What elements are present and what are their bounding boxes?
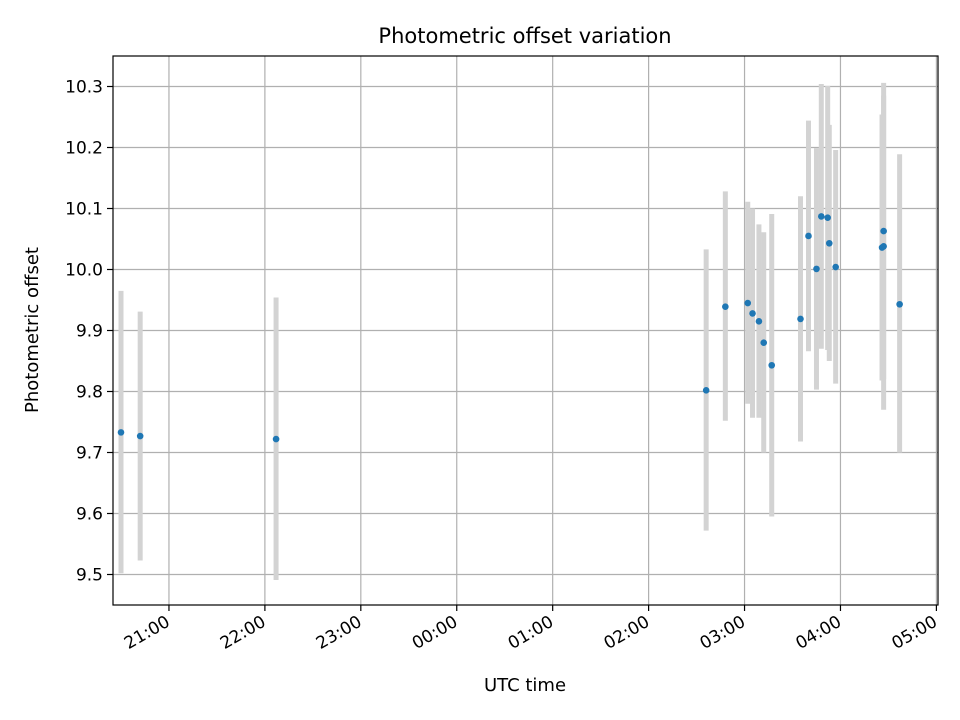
data-point: [825, 239, 833, 247]
y-axis-ticks: 9.5 9.6 9.7 9.8 9.9 10.0 10.1 10.2 10.3: [65, 78, 113, 586]
data-point: [880, 227, 887, 235]
grid: [113, 56, 938, 605]
data-point: [744, 299, 752, 307]
y-tick-label: 9.5: [76, 566, 103, 586]
data-point: [755, 318, 763, 325]
data-point: [702, 386, 710, 394]
data-point: [805, 232, 812, 240]
data-point: [749, 310, 756, 317]
data-point: [768, 361, 776, 369]
data-points: [117, 213, 903, 443]
x-axis-label: UTC time: [484, 675, 566, 696]
y-tick-label: 9.8: [76, 383, 103, 403]
chart-title: Photometric offset variation: [378, 24, 671, 48]
data-point: [813, 265, 820, 273]
data-point: [824, 214, 831, 221]
data-point: [880, 243, 887, 250]
data-point: [722, 303, 729, 311]
y-axis-label: Photometric offset: [22, 247, 43, 413]
y-tick-label: 9.9: [76, 322, 103, 342]
data-point: [760, 339, 768, 347]
data-point: [272, 435, 280, 443]
y-tick-label: 10.2: [65, 139, 103, 159]
y-tick-label: 10.3: [65, 78, 103, 98]
y-tick-label: 10.0: [65, 261, 103, 281]
y-tick-label: 9.7: [76, 444, 103, 464]
data-point: [832, 263, 839, 271]
data-point: [136, 432, 144, 440]
y-tick-label: 9.6: [76, 505, 103, 525]
data-point: [817, 213, 825, 220]
data-point: [117, 429, 125, 436]
data-point: [797, 315, 804, 323]
y-tick-label: 10.1: [65, 200, 103, 220]
data-point: [896, 300, 903, 308]
